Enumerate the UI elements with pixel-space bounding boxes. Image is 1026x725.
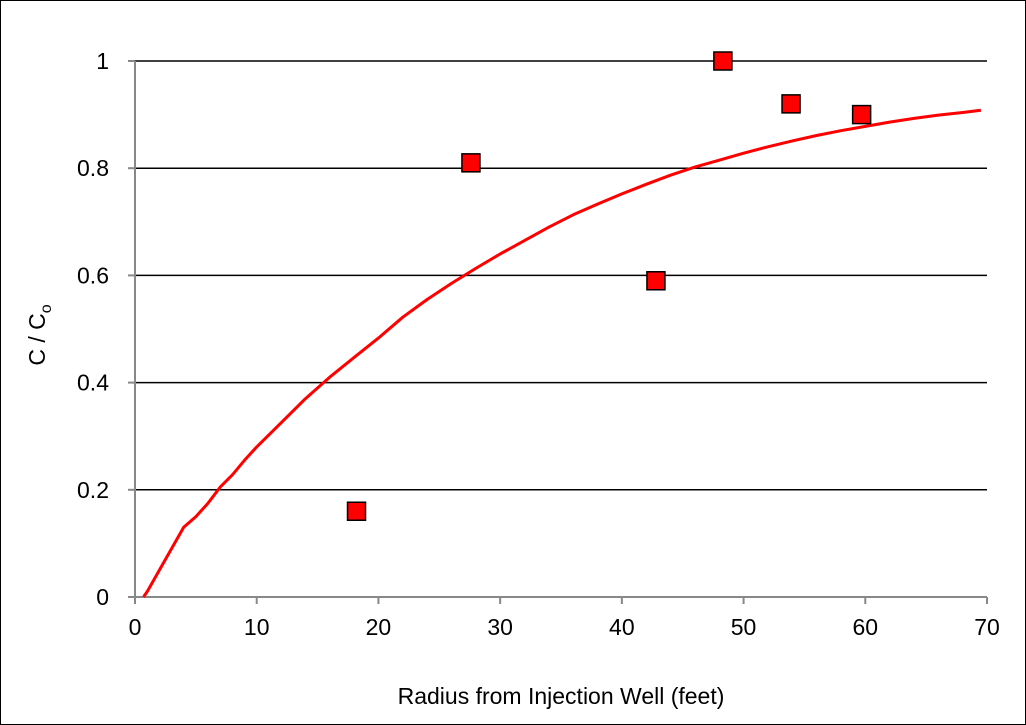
y-axis-title-subscript: o bbox=[38, 304, 55, 313]
x-tick-label: 50 bbox=[731, 614, 757, 640]
axes bbox=[134, 61, 987, 598]
observed-points bbox=[346, 51, 872, 521]
y-tick-label: 0.4 bbox=[77, 370, 109, 396]
data-point bbox=[713, 51, 733, 71]
fitted-curve-line bbox=[142, 108, 982, 598]
y-axis-title-main: C / C bbox=[24, 313, 50, 365]
x-axis-ticks: 0 10 20 30 40 50 60 70 bbox=[129, 597, 1000, 640]
x-tick-label: 40 bbox=[609, 614, 635, 640]
data-point bbox=[461, 153, 481, 173]
fitted-curve bbox=[142, 108, 982, 598]
x-tick-label: 60 bbox=[852, 614, 878, 640]
x-tick-label: 20 bbox=[366, 614, 392, 640]
y-tick-label: 0.6 bbox=[77, 262, 109, 288]
y-axis-title: C / Co bbox=[24, 304, 55, 365]
y-axis-ticks: 0 0.2 0.4 0.6 0.8 1 bbox=[77, 48, 135, 610]
data-point bbox=[346, 501, 367, 521]
x-tick-label: 70 bbox=[974, 614, 1000, 640]
x-axis-title: Radius from Injection Well (feet) bbox=[398, 683, 725, 709]
data-point bbox=[646, 271, 666, 291]
y-tick-label: 0.2 bbox=[77, 477, 109, 503]
y-tick-label: 1 bbox=[96, 48, 109, 74]
y-tick-label: 0 bbox=[96, 584, 109, 610]
x-tick-label: 0 bbox=[129, 614, 142, 640]
gridlines bbox=[135, 60, 987, 491]
x-tick-label: 30 bbox=[487, 614, 513, 640]
data-point bbox=[851, 104, 872, 125]
y-tick-label: 0.8 bbox=[77, 155, 109, 181]
x-tick-label: 10 bbox=[244, 614, 270, 640]
data-point bbox=[781, 94, 801, 114]
